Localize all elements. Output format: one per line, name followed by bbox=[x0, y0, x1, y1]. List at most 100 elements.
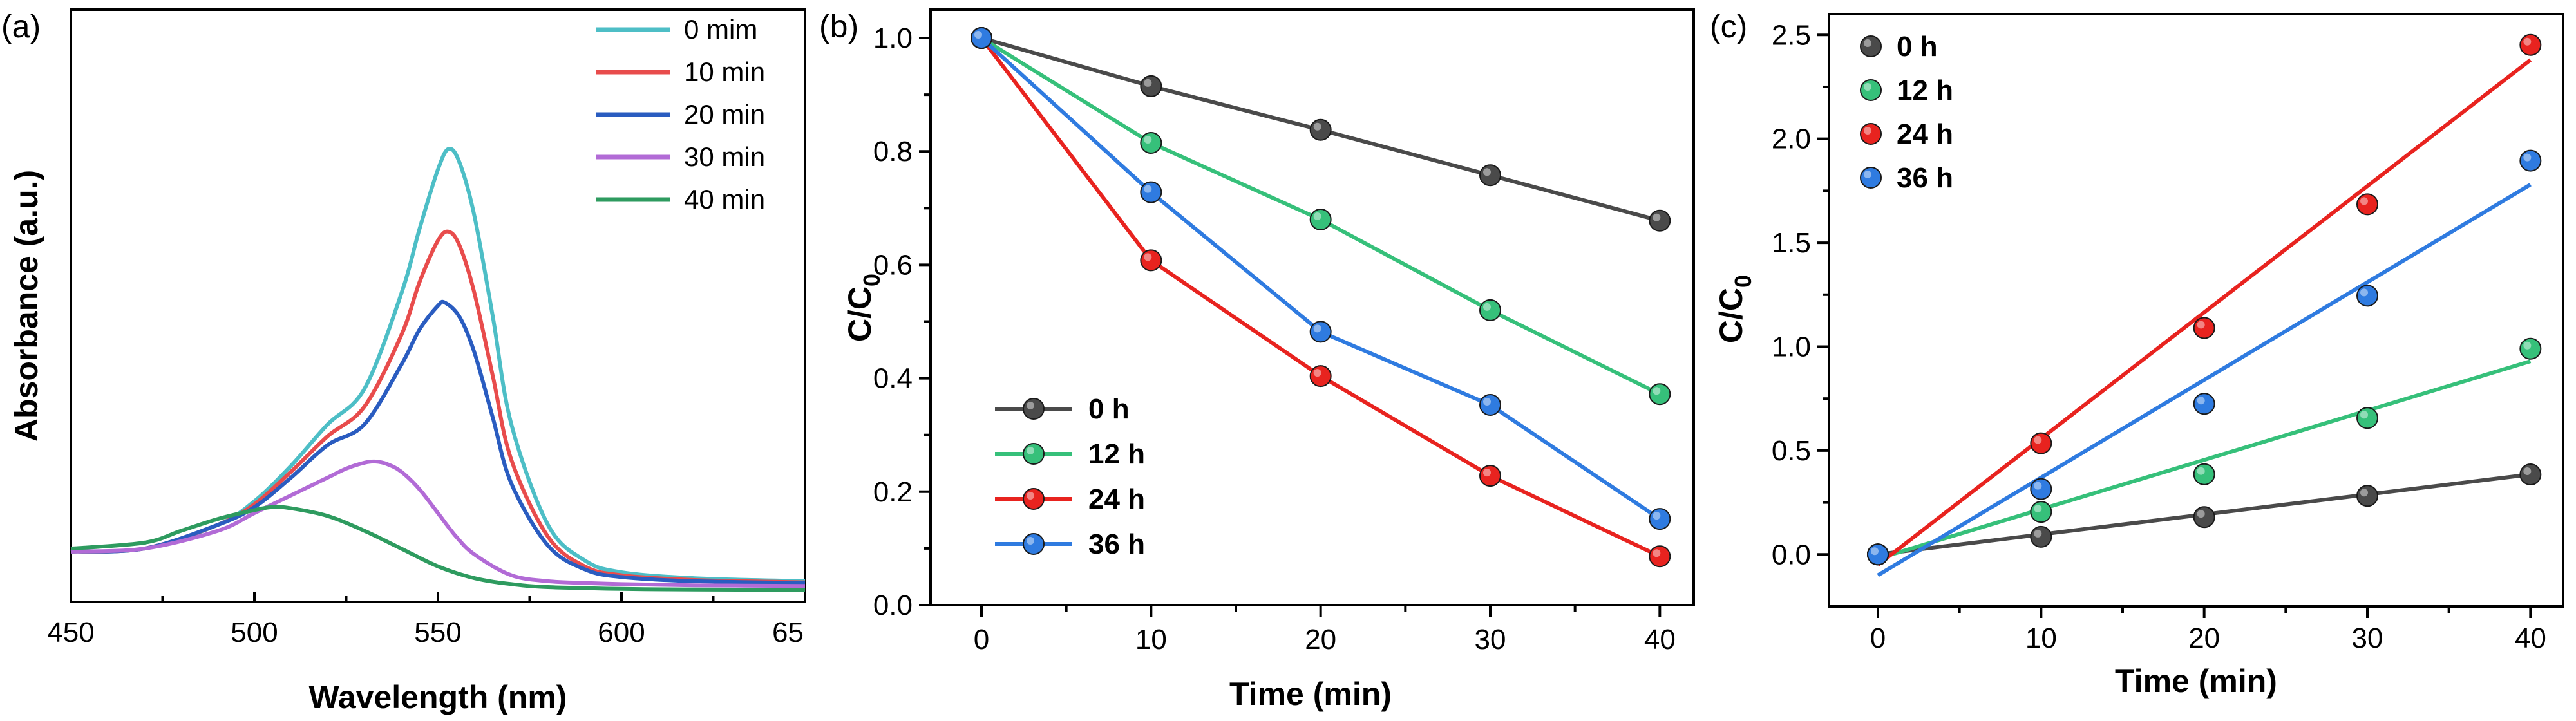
c-point-12-h-30-shine bbox=[2360, 411, 2368, 419]
c-point-0-h-40 bbox=[2519, 464, 2542, 486]
b-point-24-h-10-fill bbox=[1140, 249, 1162, 272]
c-point-0-h-20 bbox=[2193, 506, 2215, 529]
a-line-40-min bbox=[70, 505, 806, 592]
b-point-12-h-30-fill bbox=[1479, 299, 1501, 321]
panel-b-series bbox=[971, 27, 1671, 568]
b-point-12-h-40 bbox=[1649, 383, 1671, 406]
panel-c-ylabel: C/C0 bbox=[1713, 275, 1756, 343]
c-ytick-label-2: 1.0 bbox=[1772, 331, 1811, 362]
c-ytick-label-5: 2.5 bbox=[1772, 19, 1811, 51]
panel-a-xlabel: Wavelength (nm) bbox=[309, 679, 567, 715]
b-legend-marker-0-h-shine bbox=[1027, 402, 1034, 409]
c-point-24-h-30 bbox=[2356, 193, 2378, 216]
b-point-36-h-30-shine bbox=[1483, 398, 1491, 406]
c-point-12-h-40-fill bbox=[2519, 337, 2542, 360]
b-line-36-h bbox=[980, 36, 1661, 521]
a-line-20-min bbox=[70, 299, 806, 585]
b-point-24-h-40-fill bbox=[1649, 545, 1671, 568]
c-legend-marker-12-h-fill bbox=[1860, 79, 1882, 101]
b-point-24-h-30 bbox=[1479, 465, 1501, 487]
panel-a: (a) 450 500 550 600 65 0 mim 10 min 20 min 30 m… bbox=[1, 8, 806, 715]
b-point-24-h-10 bbox=[1140, 249, 1162, 272]
panel-c-ylabel-main: C/C bbox=[1713, 288, 1749, 343]
b-point-0-h-30-shine bbox=[1483, 168, 1491, 176]
c-point-24-h-10 bbox=[2030, 432, 2052, 454]
c-fit-36-h bbox=[1877, 183, 2532, 577]
panel-a-ylabel: Absorbance (a.u.) bbox=[8, 170, 44, 442]
b-point-0-h-20-fill bbox=[1309, 118, 1332, 141]
panel-a-series bbox=[70, 147, 806, 592]
b-point-0-h-40 bbox=[1649, 209, 1671, 232]
b-legend-label-12-h: 12 h bbox=[1088, 438, 1145, 470]
a-xtick-label-550: 550 bbox=[414, 617, 461, 648]
c-point-12-h-20-shine bbox=[2197, 467, 2205, 475]
b-xtick-label-40: 40 bbox=[1644, 624, 1676, 655]
b-point-0-h-30 bbox=[1479, 164, 1501, 187]
b-legend-marker-0-h bbox=[1023, 398, 1045, 420]
b-point-24-h-20-fill bbox=[1309, 365, 1332, 388]
b-point-12-h-30 bbox=[1479, 299, 1501, 321]
panel-c-series bbox=[1867, 33, 2542, 577]
b-legend-marker-36-h-shine bbox=[1027, 537, 1034, 545]
b-point-12-h-40-fill bbox=[1649, 383, 1671, 406]
a-xtick-label-650: 65 bbox=[772, 617, 804, 648]
b-point-0-h-20-shine bbox=[1313, 122, 1321, 131]
c-point-36-h-20 bbox=[2193, 393, 2215, 415]
a-line-30-min bbox=[70, 459, 806, 588]
c-point-12-h-20-fill bbox=[2193, 463, 2215, 485]
c-point-24-h-10-fill bbox=[2030, 432, 2052, 454]
b-point-12-h-30-shine bbox=[1483, 303, 1491, 311]
c-point-0-h-10 bbox=[2030, 525, 2052, 548]
b-ytick-label-4: 0.8 bbox=[873, 136, 913, 167]
c-fit-12-h bbox=[1877, 359, 2532, 561]
a-legend-label-40-min: 40 min bbox=[684, 184, 765, 214]
panel-c-legend: 0 h 12 h 24 h 36 h bbox=[1860, 31, 1953, 194]
c-point-36-h-20-shine bbox=[2197, 397, 2205, 405]
c-legend-marker-12-h bbox=[1860, 79, 1882, 101]
b-point-24-h-40-shine bbox=[1653, 549, 1661, 557]
c-point-0-h-40-shine bbox=[2523, 467, 2532, 476]
b-point-0-h-30-fill bbox=[1479, 164, 1501, 187]
b-point-36-h-0-fill bbox=[971, 27, 992, 50]
c-point-36-h-10 bbox=[2030, 478, 2052, 500]
c-point-0-h-20-fill bbox=[2193, 506, 2215, 529]
panel-b: (b) 0 10 20 30 40 0.0 0.2 0.4 0.6 0.8 1.0 0 h 12 h 2… bbox=[819, 8, 1695, 712]
c-point-12-h-40 bbox=[2519, 337, 2542, 360]
a-legend-label-20-min: 20 min bbox=[684, 99, 765, 129]
b-ytick-label-5: 1.0 bbox=[873, 23, 913, 54]
a-legend-label-10-min: 10 min bbox=[684, 57, 765, 87]
b-point-12-h-20-fill bbox=[1309, 208, 1332, 230]
b-point-36-h-20-shine bbox=[1313, 324, 1321, 333]
b-point-36-h-40-shine bbox=[1653, 512, 1661, 520]
c-fit-24-h bbox=[1877, 58, 2532, 566]
c-point-36-h-30-fill bbox=[2356, 285, 2378, 307]
c-point-12-h-10-shine bbox=[2034, 505, 2042, 513]
c-point-12-h-20 bbox=[2193, 463, 2215, 485]
panel-c-ylabel-sub: 0 bbox=[1730, 275, 1756, 288]
c-point-0-h-40-fill bbox=[2519, 464, 2542, 486]
panel-b-xlabel: Time (min) bbox=[1229, 676, 1392, 712]
panel-c-ticks: 0 10 20 30 40 0.0 0.5 1.0 1.5 2.0 2.5 bbox=[1772, 19, 2546, 654]
c-point-36-h-0 bbox=[1867, 543, 1889, 566]
b-point-12-h-20 bbox=[1309, 208, 1332, 230]
c-point-24-h-40-fill bbox=[2519, 33, 2542, 56]
b-point-12-h-10-shine bbox=[1144, 136, 1152, 144]
c-point-0-h-30-fill bbox=[2356, 485, 2378, 507]
b-legend-marker-12-h-shine bbox=[1027, 447, 1034, 454]
c-ytick-label-1: 0.5 bbox=[1772, 435, 1811, 467]
panel-b-ylabel-sub: 0 bbox=[858, 274, 885, 286]
c-xtick-label-0: 0 bbox=[1870, 623, 1886, 654]
b-point-36-h-0-shine bbox=[974, 31, 982, 39]
b-ytick-label-2: 0.4 bbox=[873, 363, 913, 395]
c-point-0-h-10-fill bbox=[2030, 525, 2052, 548]
b-legend-marker-24-h-shine bbox=[1027, 492, 1034, 500]
c-point-24-h-20 bbox=[2193, 317, 2215, 339]
b-point-36-h-30 bbox=[1479, 394, 1501, 417]
c-point-24-h-30-shine bbox=[2360, 197, 2368, 205]
c-point-0-h-30-shine bbox=[2360, 489, 2368, 497]
b-point-24-h-10-shine bbox=[1144, 253, 1152, 261]
b-line-24-h bbox=[980, 37, 1661, 558]
b-legend-marker-24-h-fill bbox=[1023, 488, 1045, 510]
c-point-24-h-40 bbox=[2519, 33, 2542, 56]
c-point-36-h-30 bbox=[2356, 285, 2378, 307]
